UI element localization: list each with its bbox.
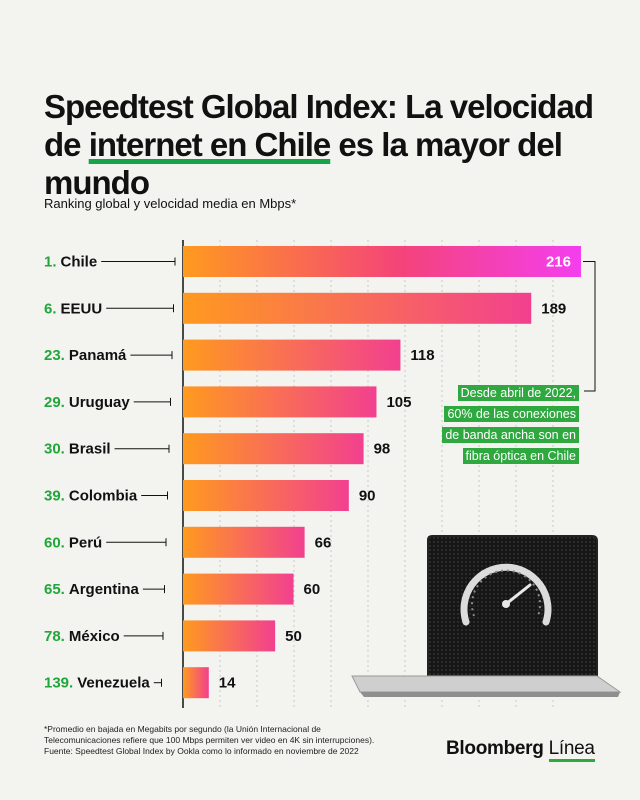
category-label: 78. México xyxy=(44,628,120,645)
bar-row: 65. Argentina 60 xyxy=(44,573,321,605)
rank-label: 78. xyxy=(44,628,65,645)
bar-row: 39. Colombia 90 xyxy=(44,480,376,511)
country-label: Colombia xyxy=(69,488,138,505)
laptop-illustration xyxy=(351,535,622,697)
category-label: 139. Venezuela xyxy=(44,675,150,692)
category-label: 29. Uruguay xyxy=(44,394,130,411)
rank-label: 65. xyxy=(44,581,65,598)
category-label: 65. Argentina xyxy=(44,581,140,598)
country-label: Chile xyxy=(61,254,98,271)
bar-row: 29. Uruguay 105 xyxy=(44,386,412,418)
rank-label: 6. xyxy=(44,300,57,317)
bar xyxy=(183,339,401,371)
bar-row: 60. Perú 66 xyxy=(44,526,332,558)
value-label: 50 xyxy=(285,628,302,645)
brand-logo: Bloomberg Línea xyxy=(446,738,595,762)
bar-row: 30. Brasil 98 xyxy=(44,433,391,465)
bar xyxy=(183,292,532,324)
country-label: Brasil xyxy=(69,441,111,458)
category-label: 1. Chile xyxy=(44,254,97,271)
bar xyxy=(183,667,209,699)
bar-row: 1. Chile 216 xyxy=(44,246,581,277)
country-label: Uruguay xyxy=(69,394,131,411)
bar xyxy=(183,246,581,277)
title-part2: es la mayor del mundo xyxy=(44,126,563,201)
bar xyxy=(183,573,294,605)
bar xyxy=(183,620,276,652)
category-label: 23. Panamá xyxy=(44,347,127,364)
gauge-icon xyxy=(460,563,552,626)
chart-subtitle: Ranking global y velocidad media en Mbps… xyxy=(44,196,297,211)
rank-label: 39. xyxy=(44,488,65,505)
bar-row: 78. México 50 xyxy=(44,620,302,652)
country-label: Venezuela xyxy=(77,675,150,692)
value-label: 90 xyxy=(359,488,376,505)
value-label: 216 xyxy=(546,254,571,271)
bar-row: 23. Panamá 118 xyxy=(44,339,435,371)
value-label: 105 xyxy=(386,394,411,411)
value-label: 14 xyxy=(219,675,236,692)
rank-label: 29. xyxy=(44,394,65,411)
rank-label: 30. xyxy=(44,441,65,458)
category-label: 39. Colombia xyxy=(44,488,138,505)
bracket-line xyxy=(583,261,596,392)
value-label: 66 xyxy=(315,534,332,551)
chart-title: Speedtest Global Index: La velocidad de … xyxy=(44,88,624,202)
chile-note-bracket xyxy=(583,261,596,392)
title-part1: Speedtest Global Index: La velocidad de xyxy=(44,88,594,163)
value-label: 60 xyxy=(304,581,321,598)
country-label: México xyxy=(69,628,120,645)
title-highlight: internet en Chile xyxy=(88,126,332,163)
country-label: EEUU xyxy=(61,300,103,317)
country-label: Argentina xyxy=(69,581,140,598)
value-label: 98 xyxy=(374,441,391,458)
rank-label: 60. xyxy=(44,534,65,551)
rank-label: 1. xyxy=(44,254,57,271)
footnote: *Promedio en bajada en Megabits por segu… xyxy=(44,724,375,756)
category-label: 6. EEUU xyxy=(44,300,102,317)
bar-row: 139. Venezuela 14 xyxy=(44,667,236,699)
category-label: 60. Perú xyxy=(44,534,102,551)
value-label: 189 xyxy=(541,300,566,317)
value-label: 118 xyxy=(410,347,434,364)
category-label: 30. Brasil xyxy=(44,441,111,458)
rank-label: 23. xyxy=(44,347,65,364)
bar-row: 6. EEUU 189 xyxy=(44,292,566,324)
bar xyxy=(183,433,364,465)
rank-label: 139. xyxy=(44,675,73,692)
country-label: Perú xyxy=(69,534,102,551)
bar xyxy=(183,386,377,418)
fiber-note: Desde abril de 2022, 60% de las conexion… xyxy=(439,383,579,467)
country-label: Panamá xyxy=(69,347,127,364)
bar xyxy=(183,480,349,511)
bar xyxy=(183,526,305,558)
